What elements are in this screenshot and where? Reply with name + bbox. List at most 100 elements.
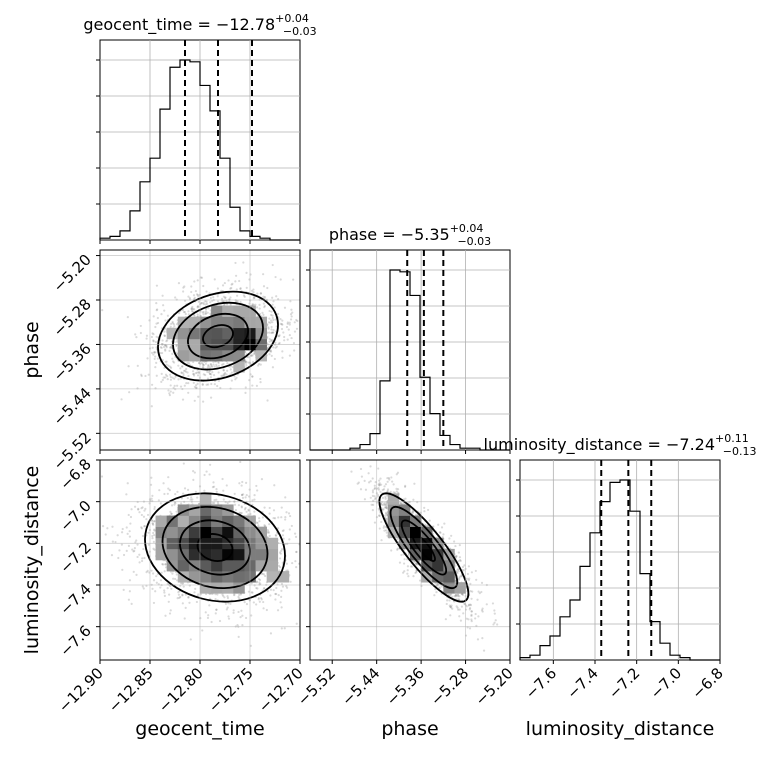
sample-point (274, 592, 277, 596)
sample-point (270, 354, 273, 357)
sample-point (289, 580, 292, 583)
sample-point (194, 384, 198, 387)
sample-point (164, 348, 167, 351)
sample-point (262, 313, 265, 317)
sample-point (275, 295, 278, 298)
sample-point (141, 585, 144, 588)
sample-point (221, 375, 224, 378)
sample-point (212, 481, 215, 484)
density-cell (222, 316, 234, 329)
sample-point (232, 609, 235, 612)
sample-point (223, 596, 226, 599)
sample-point (160, 380, 163, 383)
sample-point (136, 364, 139, 367)
sample-point (133, 549, 136, 552)
sample-point (147, 543, 151, 546)
sample-point (202, 284, 205, 288)
sample-point (192, 373, 195, 376)
sample-point (255, 306, 259, 309)
sample-point (233, 375, 236, 378)
sample-point (251, 591, 254, 594)
sample-point (110, 554, 114, 557)
sample-point (191, 370, 195, 373)
sample-point (211, 371, 214, 374)
sample-point (138, 553, 141, 556)
sample-point (386, 488, 390, 491)
sample-point (121, 568, 124, 571)
sample-point (212, 485, 216, 488)
sample-point (149, 483, 153, 486)
sample-point (222, 489, 225, 492)
sample-point (157, 499, 160, 502)
sample-point (211, 486, 215, 489)
sample-point (170, 587, 173, 590)
sample-point (163, 334, 166, 337)
sample-point (201, 363, 205, 366)
sample-point (247, 508, 250, 511)
density-cell (233, 582, 245, 594)
sample-point (168, 392, 171, 395)
sample-point (288, 323, 291, 326)
sample-point (172, 386, 175, 389)
sample-point (181, 398, 185, 401)
sample-point (280, 327, 284, 331)
sample-point (272, 318, 275, 322)
sample-point (243, 508, 247, 511)
sample-point (177, 591, 180, 594)
sample-point (169, 384, 172, 387)
sample-point (152, 315, 155, 318)
sample-point (158, 489, 161, 492)
sample-point (242, 294, 246, 297)
sample-point (255, 581, 258, 584)
sample-point (245, 493, 248, 497)
sample-point (244, 496, 247, 499)
sample-point (155, 309, 158, 312)
sample-point (278, 335, 281, 338)
sample-point (470, 597, 473, 600)
sample-point (233, 492, 236, 495)
sample-point (117, 556, 120, 560)
sample-point (244, 391, 247, 394)
sample-point (289, 313, 293, 316)
sample-point (129, 515, 133, 519)
sample-point (240, 493, 244, 497)
density-cell (277, 571, 290, 583)
sample-point (258, 362, 261, 366)
scatter-panel-geocent_time-phase (96, 249, 301, 454)
sample-point (161, 378, 164, 382)
sample-point (268, 506, 271, 510)
sample-point (209, 363, 212, 366)
sample-point (193, 296, 196, 299)
sample-point (270, 319, 273, 322)
sample-point (213, 501, 216, 505)
sample-point (267, 326, 270, 329)
sample-point (100, 475, 104, 478)
sample-point (129, 522, 132, 525)
sample-point (255, 484, 258, 488)
sample-point (175, 353, 179, 356)
sample-point (165, 360, 168, 363)
sample-point (279, 278, 282, 281)
sample-point (295, 566, 298, 569)
sample-point (210, 373, 213, 376)
sample-point (173, 377, 176, 380)
sample-point (240, 493, 244, 496)
sample-point (215, 490, 218, 493)
sample-point (280, 506, 283, 509)
sample-point (164, 563, 167, 566)
sample-point (132, 550, 135, 553)
sample-point (256, 587, 259, 590)
sample-point (287, 328, 290, 331)
sample-point (165, 346, 168, 349)
sample-point (455, 570, 458, 574)
sample-point (200, 301, 203, 305)
sample-point (184, 369, 187, 372)
sample-point (253, 494, 256, 497)
sample-point (159, 346, 162, 349)
sample-point (274, 275, 277, 279)
sample-point (213, 499, 216, 502)
sample-point (426, 508, 430, 512)
sample-point (181, 593, 184, 596)
sample-point (272, 300, 275, 303)
sample-point (288, 528, 291, 531)
